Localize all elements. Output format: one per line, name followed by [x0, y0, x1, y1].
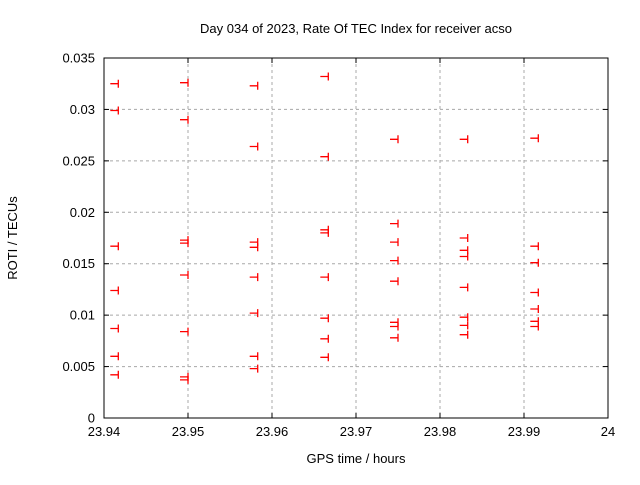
data-point-marker — [459, 234, 469, 242]
y-axis-label: ROTI / TECUs — [5, 196, 20, 280]
y-tick-label: 0.005 — [62, 359, 95, 374]
x-tick-label: 23.99 — [508, 424, 541, 439]
data-point-marker — [180, 271, 189, 279]
data-point-marker — [459, 252, 469, 261]
data-point-marker — [110, 352, 119, 361]
plot-area: 23.94 23.95 23.96 23.97 23.98 23.99 24 0 0.005 0.… — [62, 51, 615, 440]
data-point-marker — [320, 353, 329, 362]
chart-title: Day 034 of 2023, Rate Of TEC Index for r… — [200, 21, 512, 36]
x-axis-label: GPS time / hours — [307, 451, 406, 466]
x-tick-label: 23.97 — [340, 424, 373, 439]
data-point-marker — [249, 238, 259, 247]
data-point-marker — [249, 364, 259, 373]
data-point-marker — [390, 322, 399, 331]
data-point-marker — [249, 81, 259, 90]
data-point-marker — [459, 321, 469, 330]
x-tick-label: 24 — [601, 424, 615, 439]
data-point-marker — [180, 327, 189, 336]
data-point-marker — [459, 313, 469, 322]
data-point-marker — [459, 135, 469, 144]
y-tick-label: 0.01 — [70, 308, 95, 323]
data-point-marker — [180, 78, 189, 87]
x-tick-label: 23.98 — [424, 424, 457, 439]
y-tick-label: 0.02 — [70, 205, 95, 220]
data-point-marker — [530, 134, 539, 143]
data-point-marker — [530, 242, 539, 251]
data-point-marker — [530, 305, 539, 313]
x-tick-label: 23.94 — [88, 424, 121, 439]
data-point-marker — [249, 309, 259, 318]
data-point-marker — [459, 283, 469, 292]
y-tick-label: 0.035 — [62, 51, 95, 66]
data-point-marker — [110, 324, 119, 333]
data-point-marker — [110, 370, 119, 379]
data-point-marker — [180, 239, 189, 248]
data-point-marker — [249, 243, 259, 252]
data-point-marker — [320, 334, 329, 343]
data-point-marker — [320, 273, 329, 282]
data-point-marker — [320, 314, 329, 323]
data-point-marker — [530, 322, 539, 331]
data-point-marker — [110, 286, 119, 295]
plot-border — [103, 57, 609, 419]
data-point-marker — [530, 288, 539, 297]
data-point-marker — [390, 135, 399, 144]
data-point-marker — [390, 256, 399, 265]
data-point-marker — [390, 333, 399, 342]
data-point-marker — [459, 246, 469, 255]
data-point-marker — [110, 242, 119, 251]
data-point-marker — [320, 152, 329, 161]
data-point-marker — [390, 277, 399, 286]
data-point-marker — [320, 72, 329, 81]
data-point-marker — [110, 106, 119, 115]
data-point-marker — [249, 352, 259, 361]
data-point-marker — [390, 318, 399, 327]
data-point-marker — [180, 375, 189, 384]
data-point-marker — [390, 238, 399, 247]
data-point-marker — [320, 228, 329, 237]
y-tick-label: 0.03 — [70, 102, 95, 117]
x-tick-label: 23.96 — [256, 424, 289, 439]
data-point-marker — [180, 115, 189, 124]
y-tick-label: 0.015 — [62, 256, 95, 271]
data-point-marker — [249, 142, 259, 151]
data-point-marker — [530, 317, 539, 326]
x-tick-label: 23.95 — [172, 424, 205, 439]
y-tick-label: 0.025 — [62, 153, 95, 168]
data-point-marker — [110, 79, 119, 88]
data-point-marker — [459, 330, 469, 339]
data-point-marker — [390, 219, 399, 228]
y-tick-label: 0 — [88, 411, 95, 426]
data-point-marker — [249, 273, 259, 282]
data-point-marker — [530, 258, 539, 267]
